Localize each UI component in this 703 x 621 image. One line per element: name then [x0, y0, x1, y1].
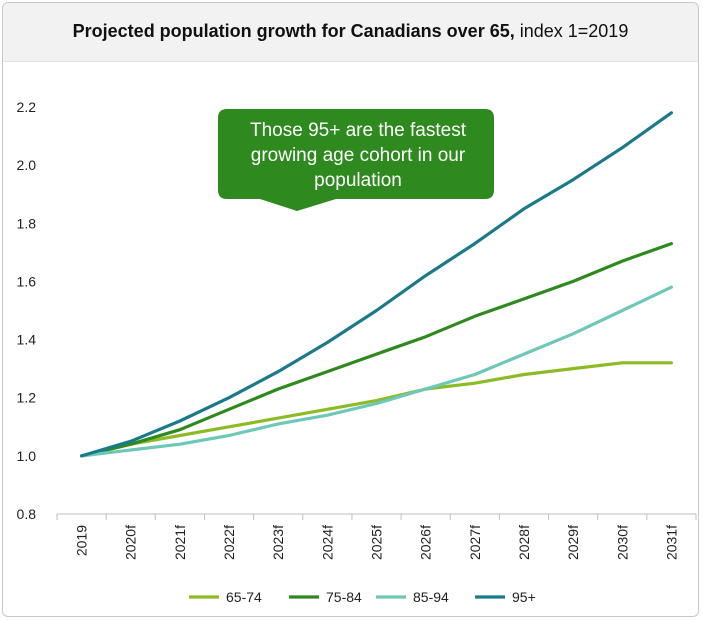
- x-tick-label: 2029f: [565, 525, 581, 560]
- legend-label: 65-74: [226, 589, 262, 605]
- x-tick-label: 2031f: [663, 525, 679, 560]
- x-tick-label: 2021f: [172, 525, 188, 560]
- y-tick-label: 2.0: [17, 157, 37, 173]
- legend-label: 95+: [512, 589, 536, 605]
- y-tick-label: 1.4: [17, 332, 37, 348]
- callout-text: Those 95+ are the fastest growing age co…: [222, 118, 494, 193]
- x-tick-label: 2022f: [221, 525, 237, 560]
- chart-title-bold: Projected population growth for Canadian…: [72, 21, 515, 41]
- series-layer: [79, 111, 674, 458]
- series-line-95+: [79, 111, 674, 458]
- x-tick-label: 2025f: [369, 525, 385, 560]
- y-tick-label: 1.6: [17, 273, 37, 289]
- callout-shape: [218, 109, 494, 211]
- y-tick-label: 1.8: [17, 215, 37, 231]
- chart-legend: 65-74 75-84 85-94 95+: [189, 589, 536, 605]
- x-tick-label: 2028f: [516, 525, 532, 560]
- y-tick-label: 1.0: [17, 448, 37, 464]
- legend-label: 85-94: [413, 589, 449, 605]
- y-tick-label: 2.2: [17, 99, 37, 115]
- chart-title-normal: index 1=2019: [514, 21, 629, 41]
- callout-bubble: [218, 109, 494, 211]
- legend-label: 75-84: [326, 589, 362, 605]
- series-line-65-74: [79, 361, 674, 458]
- x-tick-label: 2026f: [418, 525, 434, 560]
- x-tick-label: 2019: [74, 525, 90, 556]
- series-line-75-84: [79, 242, 674, 458]
- y-tick-label: 0.8: [17, 506, 37, 522]
- x-tick-label: 2020f: [123, 525, 139, 560]
- x-tick-label: 2030f: [614, 525, 630, 560]
- title-bar: Projected population growth for Canadian…: [3, 3, 698, 62]
- series-line-85-94: [79, 285, 674, 458]
- callout-line-2: growing age cohort in our: [250, 145, 466, 166]
- callout-line-3: population: [314, 170, 402, 191]
- x-tick-label: 2024f: [319, 525, 335, 560]
- x-tick-label: 2027f: [467, 525, 483, 560]
- callout-line-1: Those 95+ are the fastest: [250, 120, 466, 141]
- chart-title: Projected population growth for Canadian…: [3, 21, 698, 42]
- x-tick-label: 2023f: [270, 525, 286, 560]
- y-tick-label: 1.2: [17, 390, 37, 406]
- chart-axes: 0.8 1.0 1.2 1.4 1.6 1.8 2.0 2.2 2019 2020f 2021f 20…: [17, 99, 697, 560]
